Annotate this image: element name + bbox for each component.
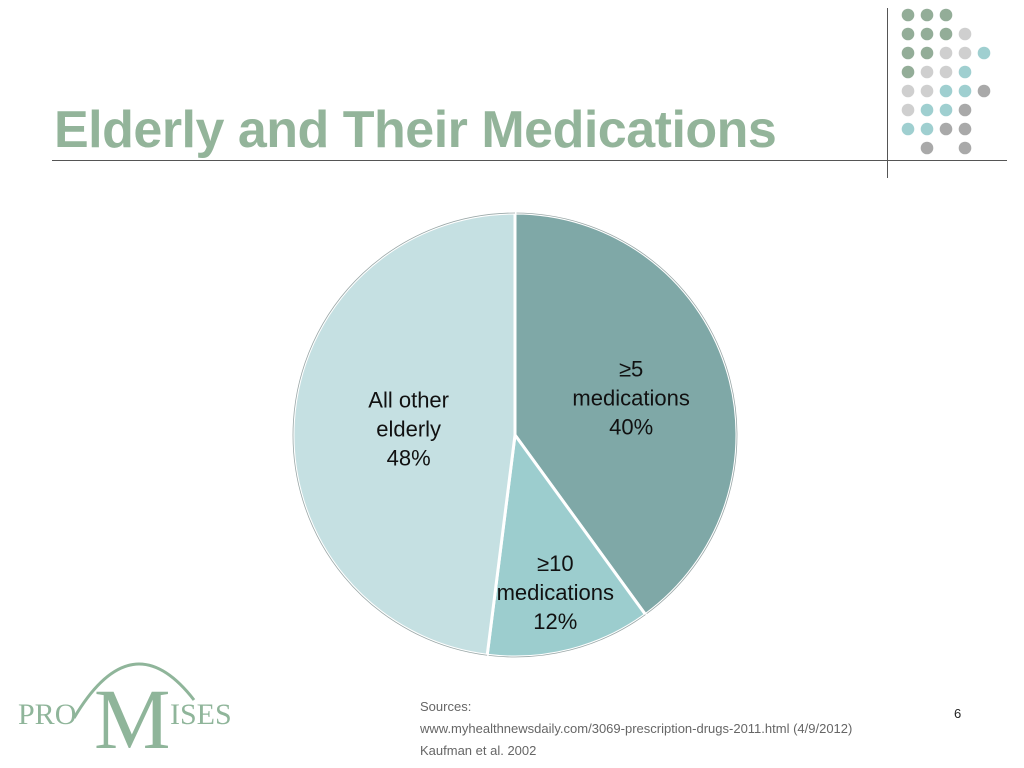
pie-slice-label: ≥10 medications 12% (497, 551, 614, 634)
sources-block: Sources: www.myhealthnewsdaily.com/3069-… (420, 696, 852, 762)
slide-title: Elderly and Their Medications (54, 101, 777, 159)
sources-citation: Kaufman et al. 2002 (420, 743, 537, 758)
pie-slice-outline (292, 212, 516, 656)
logo-text-left: PRO (18, 698, 76, 731)
pie-slice-outline (514, 212, 738, 615)
title-vertical-rule (887, 8, 888, 178)
logo-text-center: M (94, 671, 170, 760)
logo-text-right: ISES (170, 698, 232, 731)
title-underline (52, 160, 1007, 161)
sources-url: www.myhealthnewsdaily.com/3069-prescript… (420, 721, 853, 736)
pie-slice-outline (487, 614, 646, 658)
sources-heading: Sources: (420, 699, 472, 714)
pie-slice-label: ≥5 medications 40% (572, 356, 689, 439)
pie-slice-label: All other elderly 48% (368, 387, 449, 470)
promises-logo: PRO M ISES (18, 662, 232, 760)
page-number: 6 (954, 706, 962, 721)
logo-arc (72, 662, 196, 719)
